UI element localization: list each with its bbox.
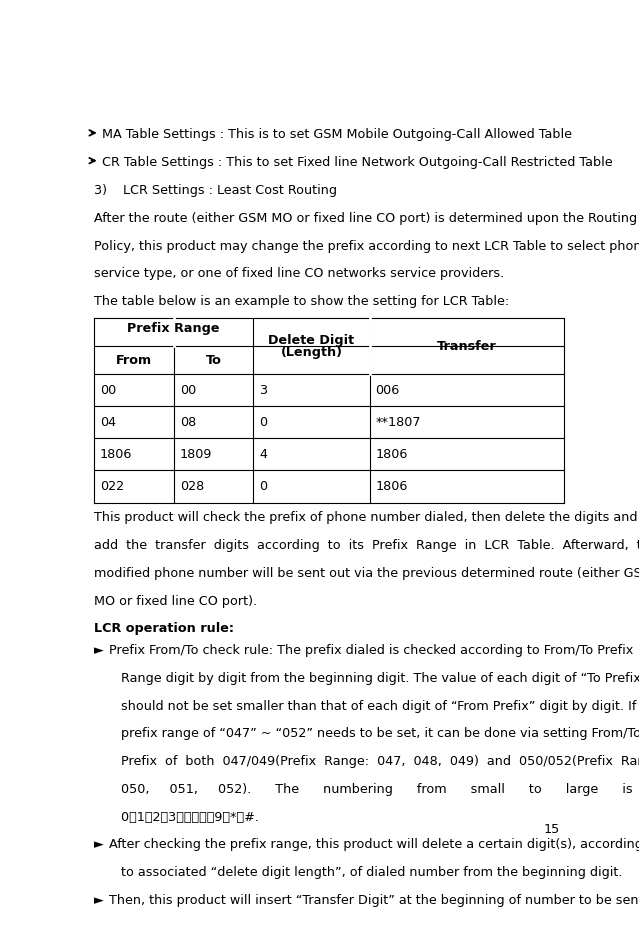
Text: **1807: **1807 <box>376 416 421 429</box>
Text: Transfer: Transfer <box>437 340 497 353</box>
Text: This product will check the prefix of phone number dialed, then delete the digit: This product will check the prefix of ph… <box>94 512 637 525</box>
Text: MA Table Settings : This is to set GSM Mobile Outgoing-Call Allowed Table: MA Table Settings : This is to set GSM M… <box>102 128 572 141</box>
Text: 0: 0 <box>259 480 267 493</box>
Text: 1806: 1806 <box>376 448 408 461</box>
Text: MO or fixed line CO port).: MO or fixed line CO port). <box>94 595 257 607</box>
Text: service type, or one of fixed line CO networks service providers.: service type, or one of fixed line CO ne… <box>94 268 504 280</box>
Text: ►: ► <box>94 839 104 851</box>
Text: 00: 00 <box>180 383 196 397</box>
Text: Then, this product will insert “Transfer Digit” at the beginning of number to be: Then, this product will insert “Transfer… <box>109 894 639 907</box>
Text: The table below is an example to show the setting for LCR Table:: The table below is an example to show th… <box>94 295 509 308</box>
Text: prefix range of “047” ~ “052” needs to be set, it can be done via setting From/T: prefix range of “047” ~ “052” needs to b… <box>109 727 639 740</box>
Text: to associated “delete digit length”, of dialed number from the beginning digit.: to associated “delete digit length”, of … <box>109 866 622 879</box>
Text: modified phone number will be sent out via the previous determined route (either: modified phone number will be sent out v… <box>94 567 639 580</box>
Text: 0: 0 <box>259 416 267 429</box>
Text: 1806: 1806 <box>100 448 132 461</box>
Text: Prefix From/To check rule: The prefix dialed is checked according to From/To Pre: Prefix From/To check rule: The prefix di… <box>109 644 633 657</box>
Text: 3)    LCR Settings : Least Cost Routing: 3) LCR Settings : Least Cost Routing <box>94 184 337 197</box>
Text: Range digit by digit from the beginning digit. The value of each digit of “To Pr: Range digit by digit from the beginning … <box>109 672 639 685</box>
Text: should not be set smaller than that of each digit of “From Prefix” digit by digi: should not be set smaller than that of e… <box>109 699 639 713</box>
Text: 00: 00 <box>100 383 116 397</box>
Text: LCR operation rule:: LCR operation rule: <box>94 623 234 636</box>
Text: 028: 028 <box>180 480 204 493</box>
Text: After checking the prefix range, this product will delete a certain digit(s), ac: After checking the prefix range, this pr… <box>109 839 639 851</box>
Text: After the route (either GSM MO or fixed line CO port) is determined upon the Rou: After the route (either GSM MO or fixed … <box>94 212 637 225</box>
Text: ►: ► <box>94 644 104 657</box>
Text: 4: 4 <box>259 448 267 461</box>
Text: 050,     051,     052).      The      numbering      from      small      to    : 050, 051, 052). The numbering from small… <box>109 783 632 796</box>
Text: Delete Digit: Delete Digit <box>268 334 355 347</box>
Text: Prefix Range: Prefix Range <box>127 323 220 335</box>
Text: (Length): (Length) <box>281 345 343 359</box>
Text: 0，1，2，3，、、、，9，*，#.: 0，1，2，3，、、、，9，*，#. <box>109 810 258 824</box>
Text: ►: ► <box>94 894 104 907</box>
Text: 006: 006 <box>376 383 400 397</box>
Text: 022: 022 <box>100 480 124 493</box>
Text: From: From <box>116 354 152 366</box>
Text: 04: 04 <box>100 416 116 429</box>
Text: To: To <box>206 354 222 366</box>
Text: CR Table Settings : This to set Fixed line Network Outgoing-Call Restricted Tabl: CR Table Settings : This to set Fixed li… <box>102 157 613 169</box>
Text: 1806: 1806 <box>376 480 408 493</box>
Text: Prefix  of  both  047/049(Prefix  Range:  047,  048,  049)  and  050/052(Prefix : Prefix of both 047/049(Prefix Range: 047… <box>109 755 639 768</box>
Text: add  the  transfer  digits  according  to  its  Prefix  Range  in  LCR  Table.  : add the transfer digits according to its… <box>94 539 639 552</box>
Text: 1809: 1809 <box>180 448 212 461</box>
Text: 3: 3 <box>259 383 267 397</box>
Text: 08: 08 <box>180 416 196 429</box>
Text: Policy, this product may change the prefix according to next LCR Table to select: Policy, this product may change the pref… <box>94 239 639 252</box>
Text: 15: 15 <box>544 823 560 836</box>
